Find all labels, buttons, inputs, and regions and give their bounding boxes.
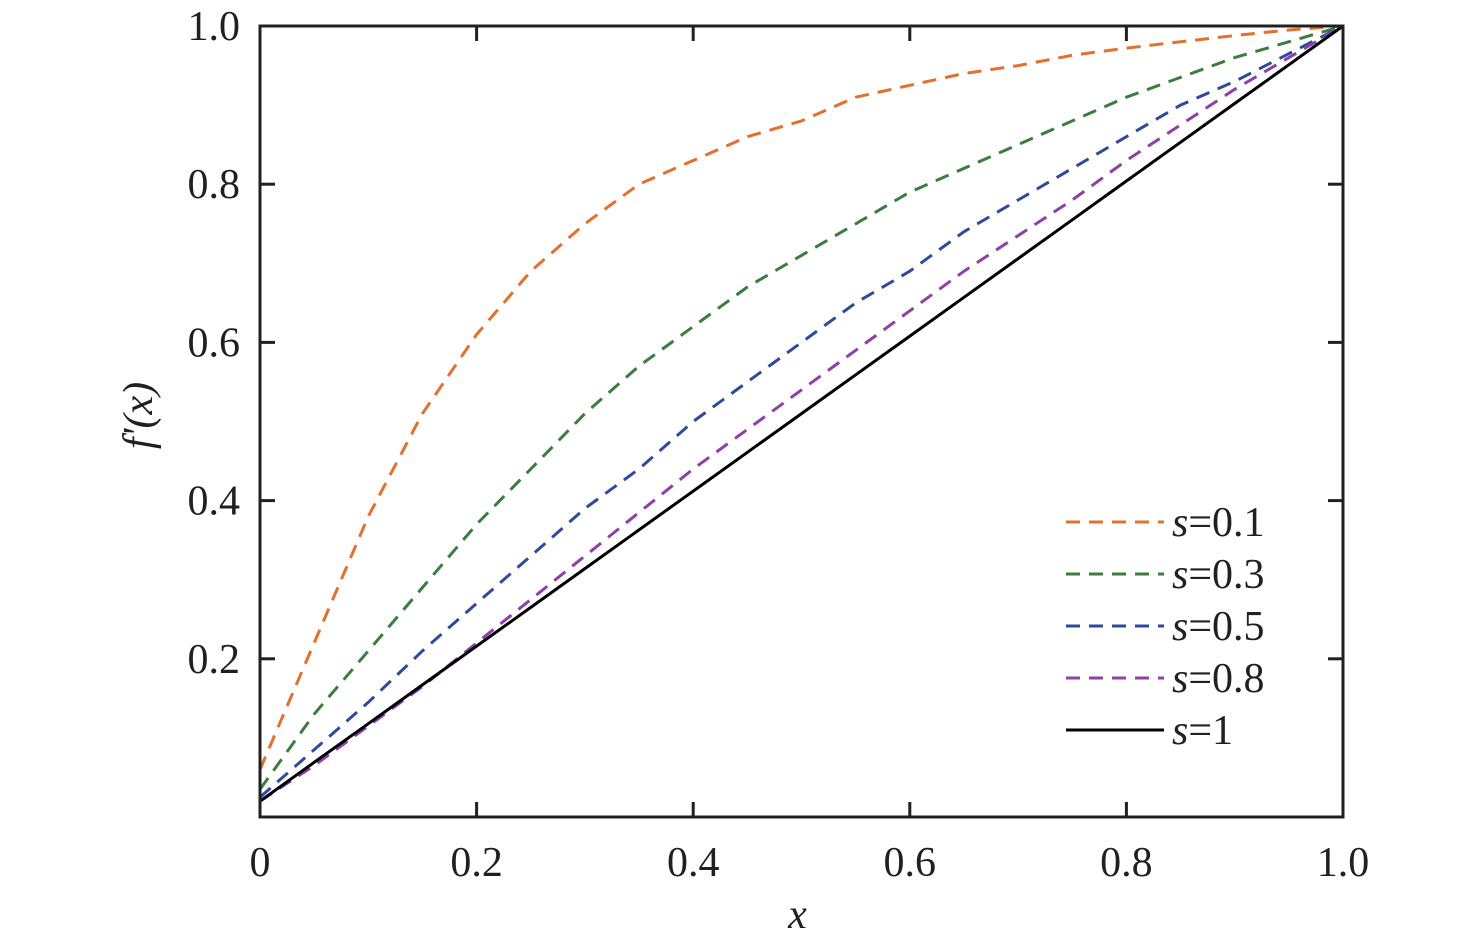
series-line-s-1: [259, 24, 1344, 803]
series-line-s-0-5: [259, 24, 1344, 799]
series-line-s-0-3: [258, 24, 1344, 791]
y-tick-label: 0.8: [188, 162, 241, 208]
y-tick-label: 0.6: [188, 320, 241, 366]
x-tick-label: 1.0: [1317, 840, 1370, 886]
x-tick-label: 0.4: [667, 840, 720, 886]
legend-label: s=0.8: [1172, 656, 1265, 702]
ticks-layer: [260, 26, 1343, 817]
y-axis-title: f'(x): [116, 382, 162, 449]
x-tick-label: 0.2: [450, 840, 503, 886]
series-line-s-0-1: [258, 24, 1344, 771]
y-tick-label: 1.0: [188, 4, 241, 50]
y-tick-label: 0.4: [188, 479, 241, 525]
series-line-s-0-8: [259, 24, 1344, 803]
legend-label: s=1: [1172, 708, 1233, 754]
x-tick-label: 0.6: [884, 840, 937, 886]
x-tick-label: 0.8: [1100, 840, 1153, 886]
legend-label: s=0.3: [1172, 552, 1265, 598]
y-tick-label: 0.2: [188, 637, 241, 683]
x-tick-label: 0: [250, 840, 271, 886]
x-axis-title: x: [787, 892, 807, 938]
legend-label: s=0.1: [1172, 500, 1265, 546]
series-layer: [258, 24, 1344, 803]
legend-label: s=0.5: [1172, 604, 1265, 650]
legend: s=0.1 s=0.3 s=0.5 s=0.8 s=1: [1066, 500, 1265, 754]
tick-labels-layer: 0 0.2 0.4 0.6 0.8 1.0 0.2 0.4 0.6 0.8 1.0: [188, 4, 1370, 886]
plot-frame: [258, 24, 1345, 819]
